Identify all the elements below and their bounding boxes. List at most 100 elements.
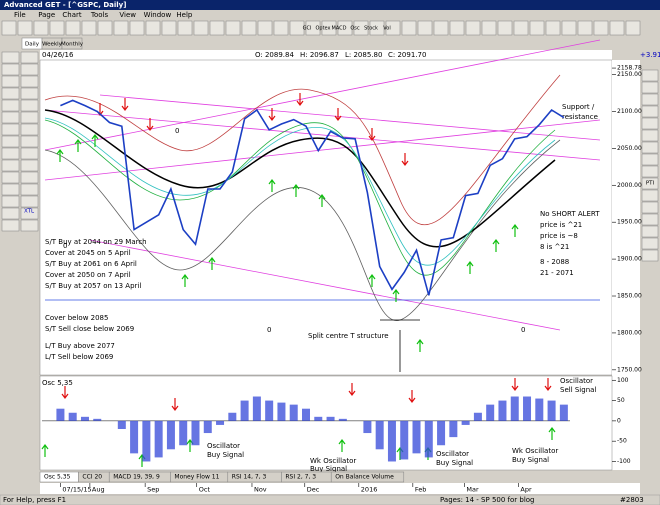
menu-item[interactable]: Chart	[62, 11, 81, 19]
tool-button[interactable]	[641, 249, 659, 262]
tab[interactable]	[61, 37, 83, 50]
tool-button[interactable]	[641, 141, 659, 154]
tool-button[interactable]	[20, 51, 39, 64]
tool-button[interactable]	[1, 63, 20, 76]
tool-button[interactable]	[1, 51, 20, 64]
toolbar-button[interactable]	[529, 20, 545, 36]
toolbar-button[interactable]	[177, 20, 193, 36]
tool-button[interactable]	[641, 201, 659, 214]
toolbar-button[interactable]	[17, 20, 33, 36]
tool-button[interactable]	[1, 219, 20, 232]
tool-button[interactable]	[20, 219, 39, 232]
toolbar-label[interactable]: MACD	[332, 26, 347, 32]
tool-button[interactable]	[641, 225, 659, 238]
toolbar-button[interactable]	[321, 20, 337, 36]
tab-label[interactable]: Monthly	[61, 42, 84, 48]
toolbar-button[interactable]	[289, 20, 305, 36]
toolbar-button[interactable]	[353, 20, 369, 36]
tool-button[interactable]	[20, 135, 39, 148]
tool-button[interactable]	[20, 87, 39, 100]
tool-button[interactable]	[1, 75, 20, 88]
toolbar-button[interactable]	[305, 20, 321, 36]
menu-item[interactable]: Page	[38, 11, 55, 19]
tool-button[interactable]	[20, 123, 39, 136]
indicator-tab-label[interactable]: CCI 20	[82, 474, 102, 481]
toolbar-button[interactable]	[497, 20, 513, 36]
toolbar-button[interactable]	[161, 20, 177, 36]
toolbar-button[interactable]	[545, 20, 561, 36]
toolbar-button[interactable]	[625, 20, 641, 36]
tool-button[interactable]	[1, 159, 20, 172]
tool-button[interactable]	[1, 111, 20, 124]
toolbar-button[interactable]	[609, 20, 625, 36]
toolbar-button[interactable]	[273, 20, 289, 36]
toolbar-button[interactable]	[561, 20, 577, 36]
tool-button[interactable]	[641, 177, 659, 190]
tool-button[interactable]	[1, 87, 20, 100]
tool-button[interactable]	[1, 135, 20, 148]
indicator-tab-label[interactable]: MACD 19, 39, 9	[113, 474, 160, 481]
toolbar-button[interactable]	[369, 20, 385, 36]
toolbar-button[interactable]	[33, 20, 49, 36]
indicator-tab-label[interactable]: Osc 5,35	[44, 474, 71, 481]
toolbar-button[interactable]	[193, 20, 209, 36]
tab-label[interactable]: Weekly	[42, 42, 63, 48]
menu-item[interactable]: View	[119, 11, 136, 19]
menu-item[interactable]: File	[14, 11, 26, 19]
toolbar-button[interactable]	[593, 20, 609, 36]
tool-button[interactable]	[20, 147, 39, 160]
toolbar-button[interactable]	[145, 20, 161, 36]
toolbar-label[interactable]: GCI	[303, 26, 312, 32]
toolbar-label[interactable]: Osc	[350, 26, 360, 32]
toolbar-button[interactable]	[97, 20, 113, 36]
tool-button[interactable]	[1, 195, 20, 208]
tool-button[interactable]	[641, 69, 659, 82]
toolbar-button[interactable]	[465, 20, 481, 36]
tool-button[interactable]	[1, 99, 20, 112]
menu-item[interactable]: Help	[176, 11, 193, 19]
indicator-tab-label[interactable]: RSI 14, 7, 3	[232, 474, 267, 481]
tool-button[interactable]	[1, 123, 20, 136]
tool-button[interactable]	[641, 129, 659, 142]
tool-button[interactable]	[20, 99, 39, 112]
toolbar-button[interactable]	[65, 20, 81, 36]
tool-button[interactable]	[1, 147, 20, 160]
indicator-tab-label[interactable]: On Balance Volume	[335, 474, 394, 481]
tool-button[interactable]	[641, 153, 659, 166]
tool-button[interactable]	[641, 105, 659, 118]
tool-button[interactable]	[641, 165, 659, 178]
tool-button[interactable]	[20, 111, 39, 124]
indicator-tab-label[interactable]: RSI 2, 7, 3	[285, 474, 316, 481]
menu-item[interactable]: Window	[144, 11, 172, 19]
toolbar-button[interactable]	[241, 20, 257, 36]
tool-button[interactable]	[20, 207, 39, 220]
indicator-tab-label[interactable]: Money Flow 11	[174, 474, 219, 481]
tool-button[interactable]	[20, 63, 39, 76]
tool-button[interactable]	[20, 171, 39, 184]
tool-button[interactable]	[1, 183, 20, 196]
toolbar-label[interactable]: Stock	[364, 26, 378, 32]
toolbar-button[interactable]	[513, 20, 529, 36]
toolbar-button[interactable]	[577, 20, 593, 36]
tool-button[interactable]	[641, 237, 659, 250]
tool-button[interactable]	[641, 81, 659, 94]
toolbar-button[interactable]	[209, 20, 225, 36]
toolbar-button[interactable]	[225, 20, 241, 36]
tab-label[interactable]: Daily	[25, 42, 40, 48]
tool-label[interactable]: PTI	[646, 181, 655, 187]
toolbar-button[interactable]	[129, 20, 145, 36]
toolbar-label[interactable]: Optex	[315, 26, 330, 32]
toolbar-button[interactable]	[81, 20, 97, 36]
toolbar-button[interactable]	[1, 20, 17, 36]
toolbar-button[interactable]	[417, 20, 433, 36]
toolbar-button[interactable]	[433, 20, 449, 36]
toolbar-button[interactable]	[113, 20, 129, 36]
toolbar-button[interactable]	[401, 20, 417, 36]
tool-button[interactable]	[20, 195, 39, 208]
tool-button[interactable]	[641, 93, 659, 106]
tool-button[interactable]	[20, 183, 39, 196]
toolbar-button[interactable]	[385, 20, 401, 36]
tool-button[interactable]	[641, 189, 659, 202]
toolbar-button[interactable]	[257, 20, 273, 36]
menu-item[interactable]: Tools	[90, 11, 109, 19]
